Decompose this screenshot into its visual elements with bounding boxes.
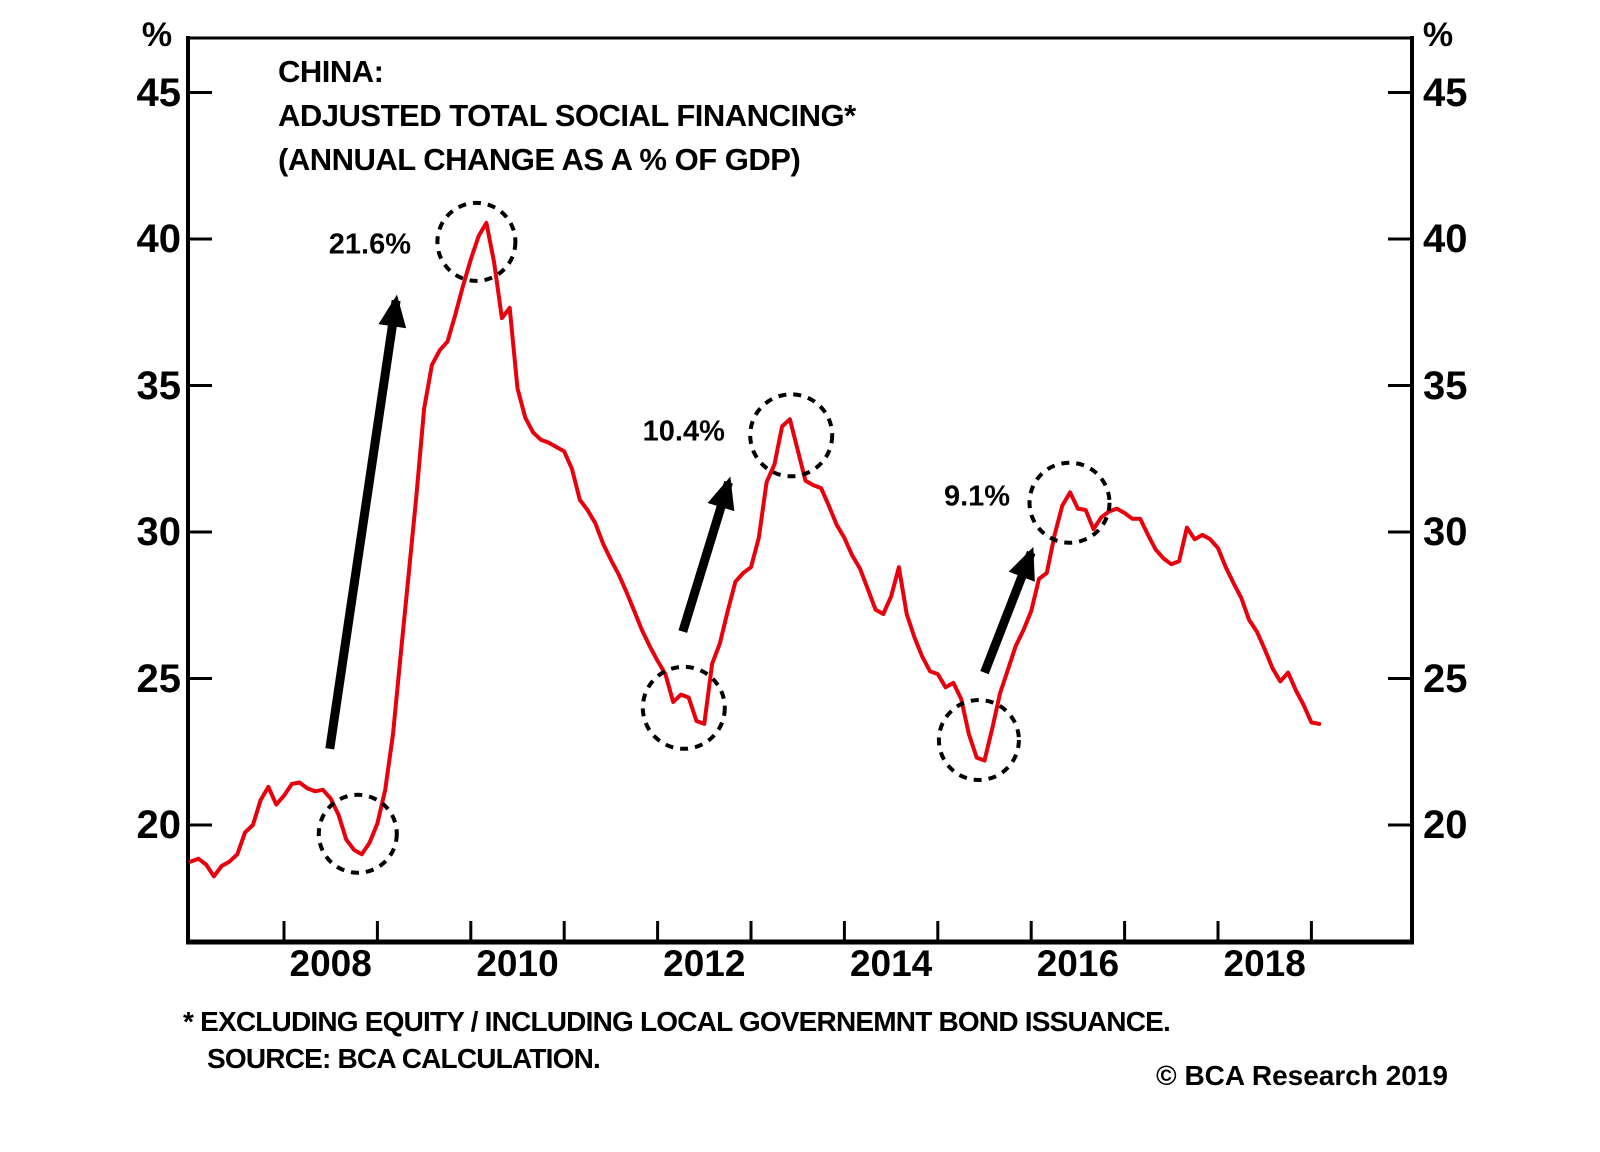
x-axis-label-2010: 2010: [476, 943, 559, 984]
annotation-label-2: 10.4%: [642, 415, 725, 448]
chart-elements: [188, 91, 1411, 942]
y-axis-label-left-45: 45: [136, 70, 182, 115]
axes: [186, 36, 1414, 945]
footnote-line1: * EXCLUDING EQUITY / INCLUDING LOCAL GOV…: [183, 1006, 1171, 1037]
y-axis-label-right-20: 20: [1423, 803, 1468, 847]
y-axis-label-left-35: 35: [136, 363, 182, 408]
y-axis-label-right-30: 30: [1423, 510, 1468, 554]
chart-title-line1: CHINA:: [278, 54, 384, 89]
x-axis-label-2012: 2012: [663, 943, 746, 984]
y-axis-label-left-20: 20: [136, 803, 182, 847]
y-axis-label-right-40: 40: [1423, 217, 1468, 261]
peak-circle-1: [435, 200, 518, 283]
y-axis-label-left-40: 40: [136, 217, 182, 261]
trough-circle-2: [640, 664, 727, 751]
footnote-line2: SOURCE: BCA CALCULATION.: [207, 1043, 601, 1074]
trough-circle-3: [936, 698, 1021, 782]
peak-circle-3: [1027, 460, 1112, 545]
chart-title: CHINA: ADJUSTED TOTAL SOCIAL FINANCING* …: [278, 50, 856, 182]
x-axis-label-2016: 2016: [1036, 943, 1120, 984]
y-axis-label-right-45: 45: [1423, 70, 1468, 115]
chart-title-line3: (ANNUAL CHANGE AS A % OF GDP): [278, 142, 801, 177]
peak-circle-2: [748, 392, 835, 479]
y-axis-label-left-25: 25: [136, 656, 182, 701]
trend-arrow-2: [678, 476, 735, 633]
x-axis-label-2008: 2008: [289, 943, 372, 984]
annotation-label-1: 21.6%: [328, 228, 412, 261]
y-axis-label-right-35: 35: [1423, 363, 1468, 408]
chart-title-line2: ADJUSTED TOTAL SOCIAL FINANCING*: [278, 98, 856, 133]
y-axis-unit-left: %: [141, 16, 173, 54]
y-axis-unit-right: %: [1422, 16, 1454, 54]
y-axis-label-left-30: 30: [136, 510, 182, 554]
trend-arrow-1: [325, 294, 407, 750]
x-axis-label-2014: 2014: [849, 943, 933, 984]
annotation-label-3: 9.1%: [943, 480, 1011, 513]
x-axis-label-2018: 2018: [1223, 943, 1306, 984]
copyright-notice: © BCA Research 2019: [1156, 1060, 1448, 1091]
trough-circle-1: [316, 792, 399, 875]
tsf-line: [188, 220, 1322, 879]
y-axis-label-right-25: 25: [1423, 656, 1468, 701]
trend-arrow-3: [980, 546, 1036, 675]
